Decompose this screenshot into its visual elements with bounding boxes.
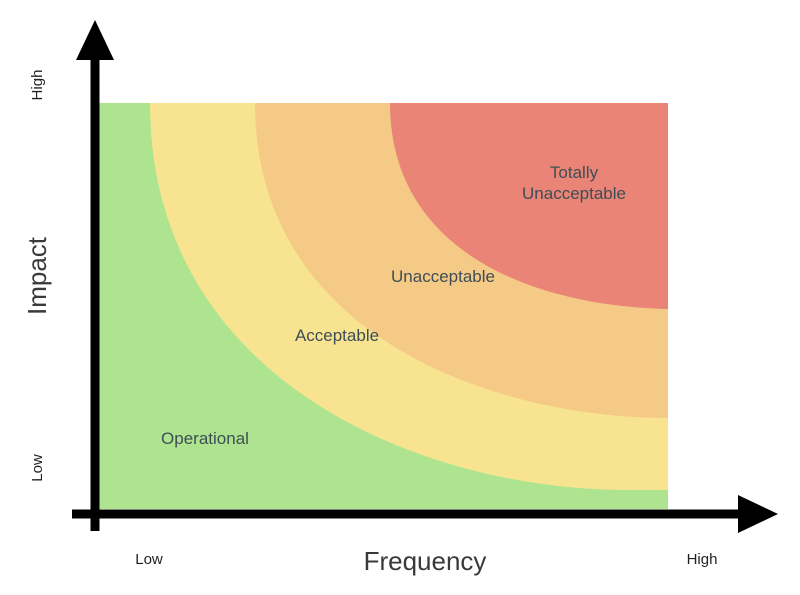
operational-label: Operational	[161, 429, 249, 448]
unacceptable-label: Unacceptable	[391, 267, 495, 286]
zone-labels: Totally Unacceptable Unacceptable Accept…	[161, 163, 626, 448]
y-axis-arrow-icon	[76, 20, 114, 60]
totally-unacceptable-label-line2: Unacceptable	[522, 184, 626, 203]
risk-zones	[96, 103, 668, 509]
x-axis-high-label: High	[687, 551, 718, 568]
y-axis-title: Impact	[22, 236, 52, 315]
y-axis-low-label: Low	[29, 454, 46, 482]
axes	[72, 20, 778, 533]
acceptable-label: Acceptable	[295, 326, 379, 345]
x-axis-title: Frequency	[364, 546, 487, 576]
totally-unacceptable-label: Totally	[550, 163, 599, 182]
x-axis-low-label: Low	[135, 551, 163, 568]
x-axis-arrow-icon	[738, 495, 778, 533]
totally-unacceptable-zone	[390, 103, 668, 309]
y-axis-high-label: High	[29, 70, 46, 101]
